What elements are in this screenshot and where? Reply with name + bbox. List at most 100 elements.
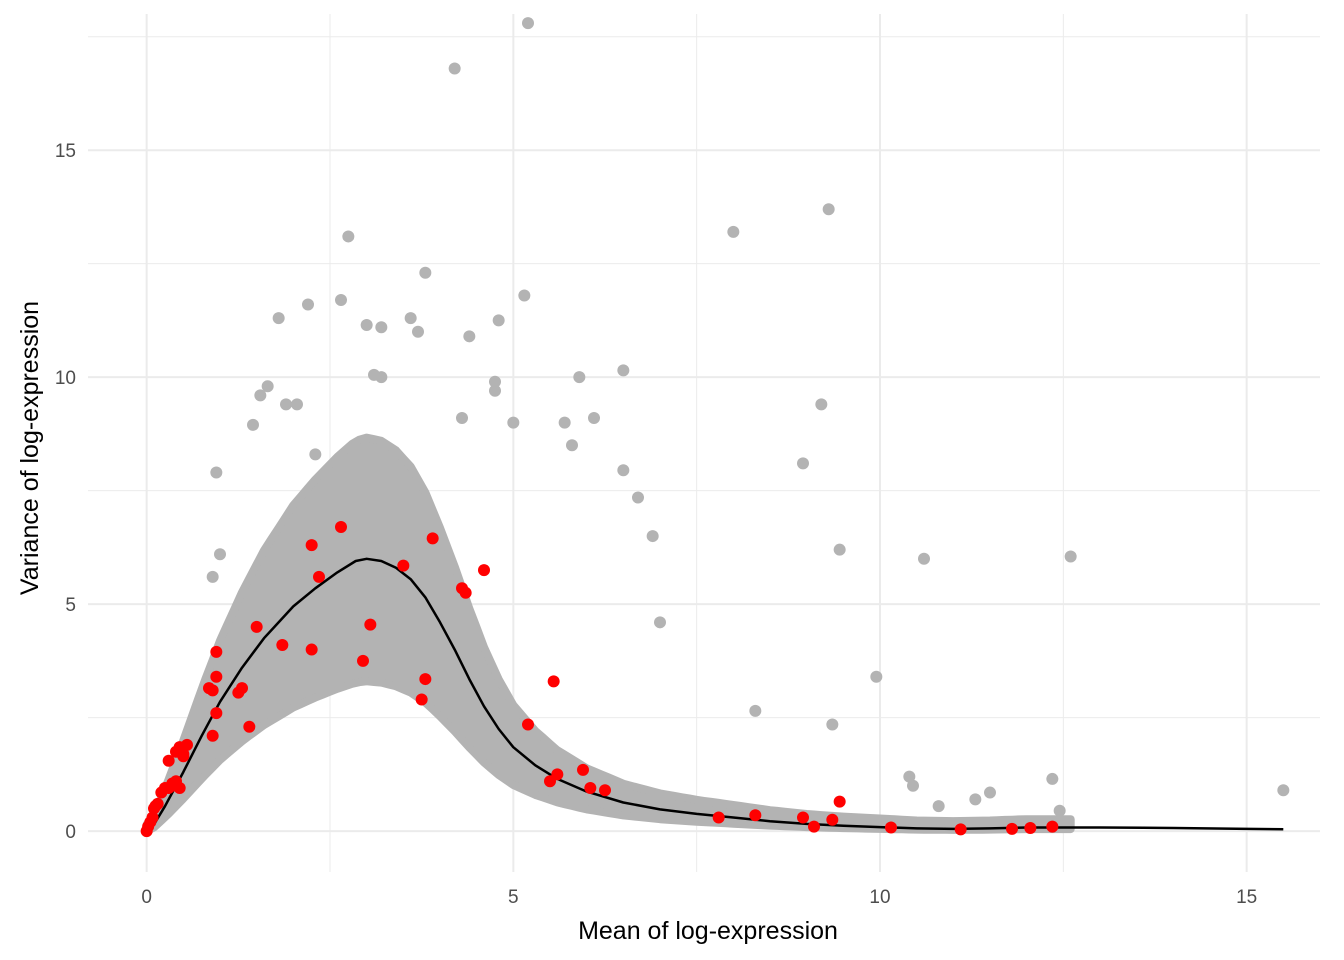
x-tick-label: 5 bbox=[508, 887, 519, 908]
background-point bbox=[826, 718, 839, 731]
background-point bbox=[463, 330, 476, 343]
background-point bbox=[822, 203, 835, 216]
background-point bbox=[360, 318, 373, 331]
highlighted-point bbox=[459, 586, 472, 599]
y-tick-label: 10 bbox=[55, 368, 76, 389]
highlighted-point bbox=[1024, 821, 1037, 834]
highlighted-point bbox=[599, 784, 611, 797]
background-point bbox=[412, 325, 424, 338]
highlighted-point bbox=[166, 777, 179, 790]
background-point bbox=[870, 670, 883, 683]
background-point bbox=[522, 17, 534, 30]
highlighted-point bbox=[173, 741, 186, 754]
highlighted-point bbox=[210, 645, 223, 658]
background-point bbox=[507, 416, 520, 429]
highlighted-point bbox=[712, 811, 725, 824]
background-point bbox=[646, 530, 659, 543]
highlighted-point bbox=[162, 754, 175, 767]
highlighted-point bbox=[808, 820, 820, 833]
highlighted-point bbox=[749, 809, 762, 822]
highlighted-point bbox=[426, 532, 439, 545]
background-point bbox=[342, 230, 355, 243]
background-point bbox=[617, 364, 630, 377]
background-point bbox=[206, 570, 219, 583]
background-point bbox=[404, 312, 417, 325]
background-point bbox=[1053, 804, 1066, 817]
background-point bbox=[932, 800, 945, 813]
highlighted-point bbox=[177, 750, 190, 763]
highlighted-point bbox=[522, 718, 534, 731]
background-point bbox=[280, 398, 292, 411]
background-point bbox=[302, 298, 314, 311]
highlighted-points bbox=[140, 520, 1059, 838]
x-axis-title: Mean of log-expression bbox=[578, 917, 838, 945]
grid-minor bbox=[88, 14, 1320, 872]
highlighted-point bbox=[954, 823, 967, 836]
background-point bbox=[261, 380, 274, 393]
y-axis-title: Variance of log-expression bbox=[16, 301, 44, 595]
background-point bbox=[984, 786, 996, 799]
background-point bbox=[456, 412, 468, 425]
point-cloud-band bbox=[142, 433, 1075, 836]
background-point bbox=[214, 548, 226, 561]
background-point bbox=[588, 412, 600, 425]
highlighted-point bbox=[313, 570, 325, 583]
background-point bbox=[335, 294, 347, 306]
background-point bbox=[833, 543, 846, 556]
background-point bbox=[727, 225, 740, 238]
background-point bbox=[573, 371, 586, 384]
highlighted-point bbox=[276, 639, 289, 652]
x-tick-label: 0 bbox=[141, 887, 152, 908]
highlighted-point bbox=[236, 682, 248, 695]
highlighted-point bbox=[797, 811, 809, 824]
background-point bbox=[617, 464, 630, 477]
highlighted-point bbox=[577, 763, 589, 776]
highlighted-point bbox=[1046, 820, 1059, 833]
highlighted-point bbox=[210, 707, 223, 720]
background-point bbox=[419, 266, 432, 279]
highlighted-point bbox=[397, 559, 410, 572]
x-tick-label: 10 bbox=[869, 887, 890, 908]
background-point bbox=[1064, 550, 1077, 563]
highlighted-point bbox=[305, 539, 318, 552]
highlighted-point bbox=[357, 654, 369, 667]
highlighted-point bbox=[478, 564, 490, 577]
background-point bbox=[749, 704, 762, 717]
background-point bbox=[489, 375, 501, 388]
highlighted-point bbox=[885, 821, 897, 834]
x-tick-label: 15 bbox=[1236, 887, 1257, 908]
background-point bbox=[654, 616, 666, 629]
background-point bbox=[632, 491, 644, 504]
y-tick-label: 0 bbox=[65, 822, 76, 843]
background-point bbox=[291, 398, 303, 411]
x-axis-ticks: 0 5 10 15 bbox=[141, 887, 1257, 908]
highlighted-point bbox=[305, 643, 318, 656]
highlighted-point bbox=[1006, 822, 1018, 835]
highlighted-point bbox=[206, 729, 219, 742]
y-tick-label: 15 bbox=[55, 141, 76, 162]
highlighted-point bbox=[415, 693, 428, 706]
background-point bbox=[566, 439, 578, 452]
highlighted-point bbox=[833, 795, 846, 808]
grid-major bbox=[88, 14, 1320, 872]
background-point bbox=[309, 448, 322, 461]
y-tick-label: 5 bbox=[65, 595, 76, 616]
background-point bbox=[254, 389, 267, 402]
highlighted-point bbox=[419, 673, 432, 686]
background-point bbox=[210, 466, 223, 479]
background-point bbox=[815, 398, 828, 411]
point-cloud bbox=[142, 433, 1075, 836]
trend-line-group bbox=[145, 557, 1284, 833]
highlighted-point bbox=[584, 782, 597, 795]
background-point bbox=[969, 793, 982, 806]
background-point bbox=[489, 384, 501, 397]
background-point bbox=[448, 62, 461, 75]
background-point bbox=[918, 552, 930, 565]
trend-line bbox=[145, 557, 1284, 833]
background-point bbox=[797, 457, 809, 470]
background-point bbox=[558, 416, 571, 429]
highlighted-point bbox=[206, 684, 219, 697]
background-point bbox=[518, 289, 531, 302]
background-point bbox=[903, 770, 916, 783]
